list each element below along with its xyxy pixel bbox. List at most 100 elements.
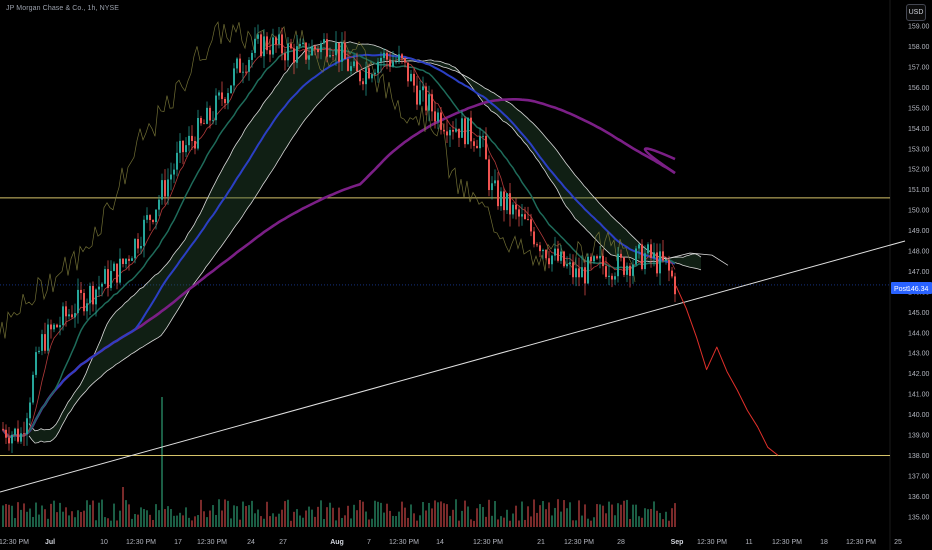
candle-body [527, 219, 529, 220]
volume-bar [626, 499, 628, 527]
candle-body [434, 111, 436, 122]
time-axis[interactable]: 12:30 PM Jul 10 12:30 PM 17 12:30 PM 24 27 Aug 7 1… [0, 539, 902, 546]
volume-bar [245, 506, 247, 527]
volume-bar [530, 516, 532, 527]
volume-bar [611, 504, 613, 527]
candle-body [134, 239, 136, 259]
candle-body [671, 270, 673, 277]
volume-bar [383, 512, 385, 527]
candle-body [101, 283, 103, 287]
candle-body [665, 260, 667, 261]
volume-bar [554, 507, 556, 527]
volume-bar [428, 502, 430, 527]
candle-body [392, 61, 394, 67]
candle-body [182, 140, 184, 153]
volume-bar [647, 509, 649, 527]
volume-bar [665, 511, 667, 527]
candle-body [140, 246, 142, 249]
volume-bar [35, 502, 37, 527]
candle-body [404, 58, 406, 63]
candle-body [158, 199, 160, 210]
candle-body [476, 145, 478, 149]
candle-body [563, 251, 565, 267]
candle-body [515, 204, 517, 210]
volume-bar [116, 520, 118, 527]
candle-body [503, 191, 505, 211]
candle-body [449, 129, 451, 136]
currency-button[interactable]: USD [906, 4, 926, 21]
volume-bar [542, 501, 544, 527]
candle-body [341, 42, 343, 62]
candle-body [557, 248, 559, 261]
volume-bar [320, 500, 322, 527]
candle-body [104, 269, 106, 284]
volume-bar [65, 507, 67, 527]
volume-bar [476, 508, 478, 527]
volume-bar [227, 500, 229, 527]
candle-body [236, 58, 238, 69]
volume-bar [548, 502, 550, 527]
candle-body [323, 39, 325, 44]
candle-body [608, 275, 610, 277]
candle-body [257, 34, 259, 39]
volume-bar [41, 505, 43, 527]
volume-bars [2, 397, 676, 527]
candle-body [596, 256, 598, 259]
candle-body [164, 180, 166, 197]
volume-bar [590, 520, 592, 527]
candle-body [365, 68, 367, 85]
volume-bar [563, 500, 565, 527]
candle-body [272, 37, 274, 55]
candle-body [335, 42, 337, 56]
volume-bar [491, 515, 493, 527]
volume-bar [167, 506, 169, 527]
candle-body [371, 74, 373, 79]
candle-body [296, 46, 298, 63]
candle-body [479, 136, 481, 149]
volume-bar [389, 510, 391, 527]
candle-body [410, 73, 412, 82]
volume-bar [599, 504, 601, 527]
volume-bar [260, 516, 262, 527]
candle-body [380, 57, 382, 62]
volume-bar [584, 504, 586, 527]
candle-body [458, 128, 460, 138]
volume-bar [194, 516, 196, 527]
candle-body [242, 71, 244, 73]
candle-body [218, 92, 220, 96]
candle-body [266, 36, 268, 51]
candle-body [551, 255, 553, 265]
volume-bar [446, 504, 448, 527]
candle-body [26, 418, 28, 435]
candle-body [617, 253, 619, 277]
volume-bar [308, 506, 310, 527]
volume-bar [656, 510, 658, 527]
x-tick-label: 12:30 PM [126, 539, 156, 546]
candle-body [149, 215, 151, 221]
y-tick-label: 136.00 [908, 494, 930, 501]
volume-bar [659, 512, 661, 527]
volume-bar [299, 515, 301, 527]
candle-body [641, 244, 643, 270]
candle-body [62, 306, 64, 326]
price-axis[interactable]: 135.00 136.00 137.00 138.00 139.00 140.00 141.… [908, 24, 930, 522]
candle-body [626, 265, 628, 275]
x-tick-label: 21 [537, 539, 545, 546]
candle-body [269, 50, 271, 55]
volume-bar [329, 502, 331, 527]
candle-body [314, 46, 316, 50]
horizontal-levels [0, 197, 890, 456]
volume-bar [257, 509, 259, 527]
candle-body [656, 252, 658, 274]
volume-bar [434, 500, 436, 527]
volume-bar [53, 500, 55, 527]
volume-bar [38, 514, 40, 527]
volume-bar [650, 508, 652, 527]
volume-bar [122, 487, 124, 527]
candle-body [530, 219, 532, 232]
volume-bar [119, 510, 121, 527]
candle-body [128, 258, 130, 261]
volume-bar [26, 511, 28, 527]
volume-bar [233, 505, 235, 527]
